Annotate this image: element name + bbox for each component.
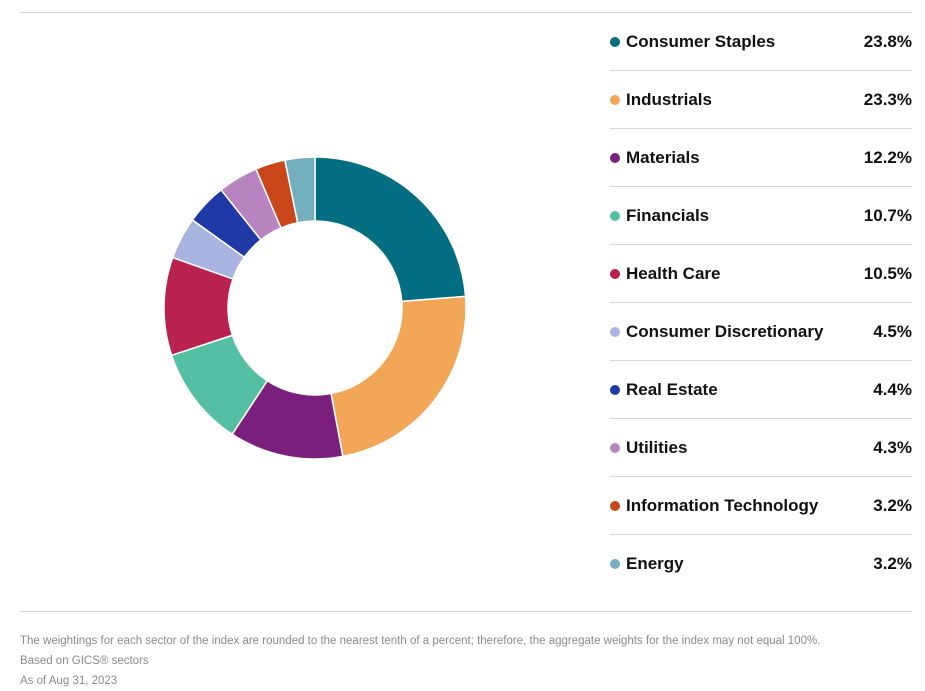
legend-swatch: [610, 384, 620, 395]
legend-label: Health Care: [626, 263, 721, 283]
legend-value: 3.2%: [873, 553, 912, 573]
legend-item: Financials 10.7%: [610, 187, 912, 245]
footnote-basis: Based on GICS® sectors: [20, 655, 149, 667]
legend-label: Consumer Discretionary: [626, 321, 824, 341]
legend-value: 12.2%: [863, 147, 912, 167]
footnotes: The weightings for each sector of the in…: [20, 631, 820, 691]
bottom-divider: [20, 611, 912, 612]
legend-item: Materials 12.2%: [610, 129, 912, 187]
top-divider: [20, 12, 912, 13]
legend-label: Information Technology: [626, 495, 819, 515]
legend-swatch: [610, 268, 620, 279]
legend-item: Utilities 4.3%: [610, 419, 912, 477]
legend-swatch: [610, 36, 620, 47]
legend-label: Consumer Staples: [626, 31, 776, 51]
legend-item: Industrials 23.3%: [610, 71, 912, 129]
donut-chart: [160, 153, 470, 463]
legend-label: Financials: [626, 205, 710, 225]
legend-value: 23.3%: [863, 89, 912, 109]
legend-label: Materials: [626, 147, 700, 167]
legend-swatch: [610, 210, 620, 221]
legend-label: Real Estate: [626, 379, 718, 399]
legend-swatch: [610, 152, 620, 163]
legend-item: Health Care 10.5%: [610, 245, 912, 303]
legend-value: 4.5%: [873, 321, 912, 341]
donut-slice: [330, 295, 467, 458]
chart-legend: Consumer Staples 23.8% Industrials 23.3% Mat…: [610, 13, 912, 592]
legend-swatch: [610, 500, 620, 511]
donut-slice: [314, 156, 467, 303]
legend-value: 4.3%: [873, 437, 912, 457]
legend-item: Consumer Staples 23.8%: [610, 13, 912, 71]
legend-swatch: [610, 326, 620, 337]
legend-label: Industrials: [626, 89, 712, 109]
legend-label: Utilities: [626, 437, 688, 457]
legend-value: 3.2%: [873, 495, 912, 515]
footnote-as-of: As of Aug 31, 2023: [20, 675, 118, 687]
legend-swatch: [610, 558, 620, 569]
legend-item: Real Estate 4.4%: [610, 361, 912, 419]
legend-value: 10.5%: [863, 263, 912, 283]
legend-value: 4.4%: [873, 379, 912, 399]
donut-svg: [163, 156, 467, 460]
legend-value: 10.7%: [863, 205, 912, 225]
legend-swatch: [610, 442, 620, 453]
footnote-rounding: The weightings for each sector of the in…: [20, 635, 821, 647]
legend-item: Energy 3.2%: [610, 535, 912, 592]
donut-slice: [283, 156, 316, 224]
legend-label: Energy: [626, 553, 684, 573]
legend-swatch: [610, 94, 620, 105]
legend-value: 23.8%: [863, 31, 912, 51]
legend-item: Information Technology 3.2%: [610, 477, 912, 535]
legend-item: Consumer Discretionary 4.5%: [610, 303, 912, 361]
